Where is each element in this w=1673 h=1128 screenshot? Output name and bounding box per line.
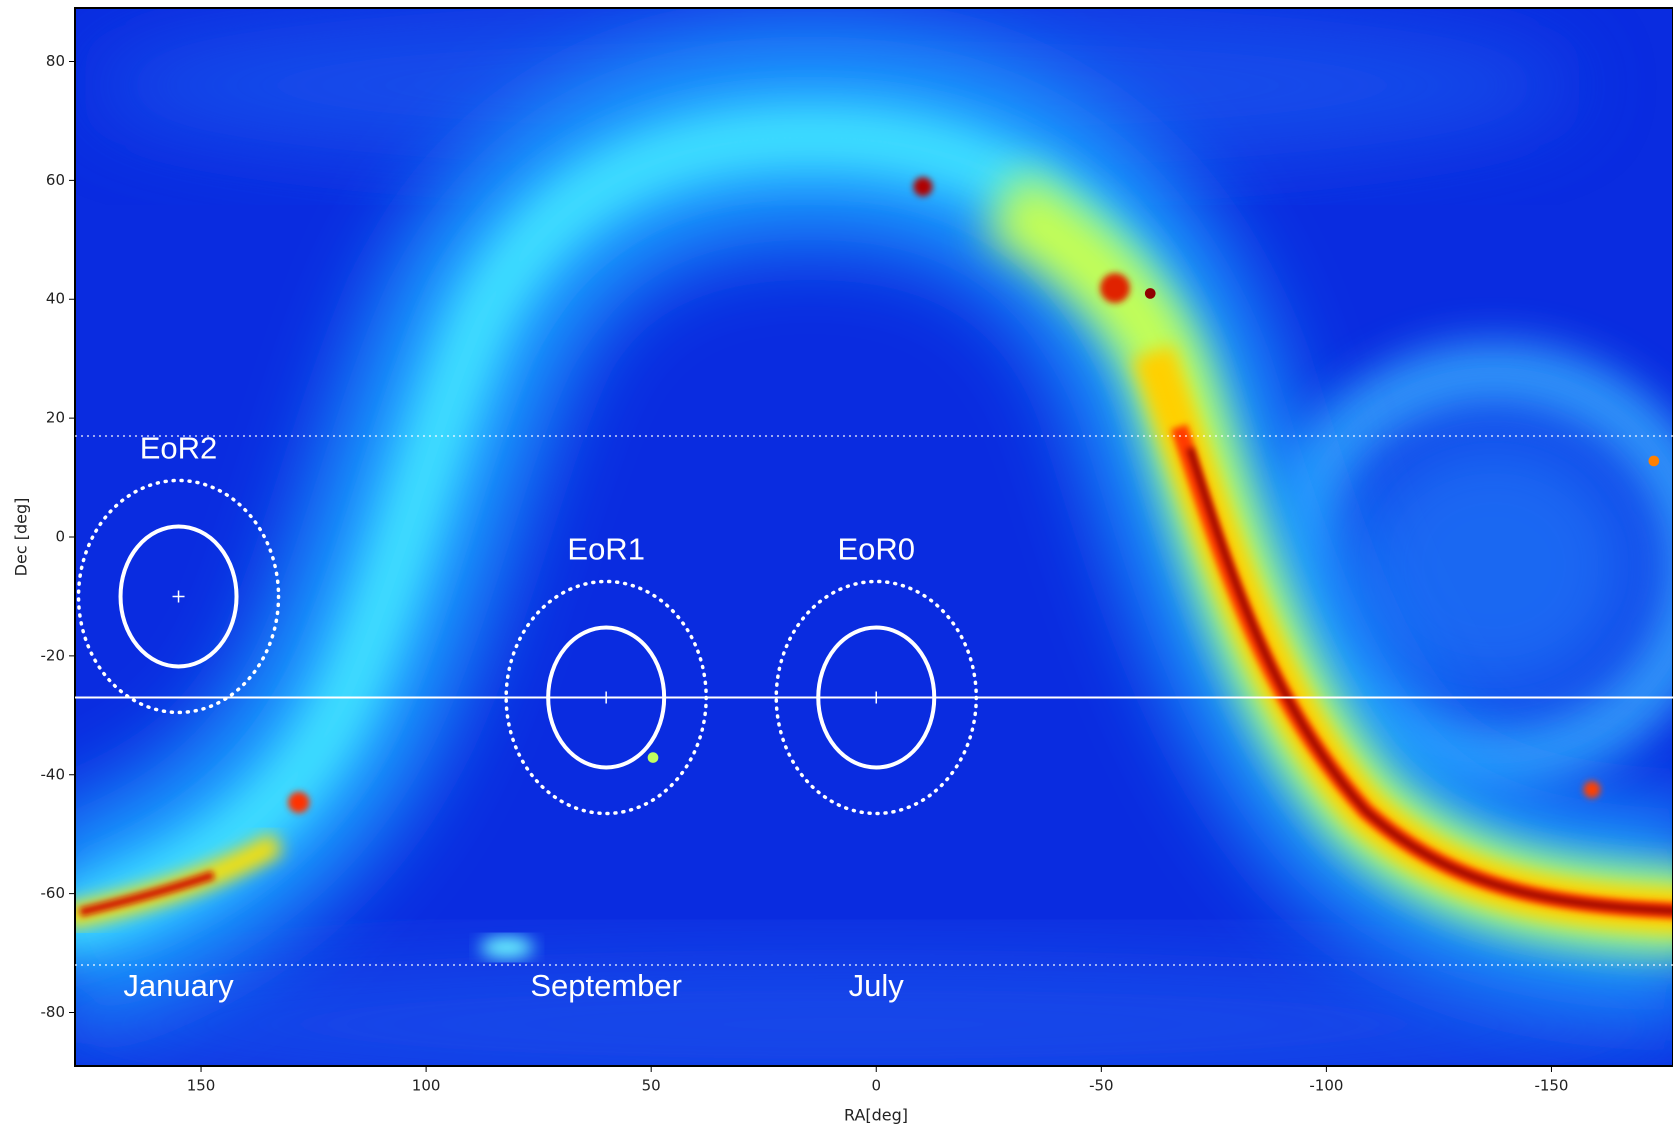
chart: RA[deg] Dec [deg] 150 100 50 0 -50 -100 -150 80… (0, 0, 1673, 1128)
y-tick-label: -40 (41, 765, 66, 783)
x-tick-label: 100 (412, 1077, 441, 1095)
x-tick-label: -50 (1089, 1077, 1114, 1095)
y-tick-label: -60 (41, 884, 66, 902)
y-tick-label: -80 (41, 1003, 66, 1021)
x-tick-label: -100 (1309, 1077, 1343, 1095)
y-tick-label: 40 (46, 290, 65, 308)
month-label: September (530, 968, 682, 1003)
x-tick-label: 150 (187, 1077, 216, 1095)
field-label: EoR1 (567, 532, 645, 567)
y-tick-label: -20 (41, 646, 66, 664)
x-tick-label: 50 (642, 1077, 661, 1095)
x-axis-label: RA[deg] (844, 1106, 908, 1125)
y-tick-label: 80 (46, 52, 65, 70)
field-label: EoR0 (837, 532, 915, 567)
y-axis-label: Dec [deg] (12, 498, 31, 577)
page: RA[deg] Dec [deg] 150 100 50 0 -50 -100 -150 80… (0, 0, 1673, 1128)
x-tick-label: 0 (871, 1077, 881, 1095)
y-tick-label: 20 (46, 409, 65, 427)
y-tick-label: 0 (55, 528, 65, 546)
month-label: July (849, 968, 905, 1003)
x-tick-label: -150 (1534, 1077, 1568, 1095)
month-label: January (123, 968, 234, 1003)
y-tick-label: 60 (46, 171, 65, 189)
field-label: EoR2 (140, 431, 218, 466)
